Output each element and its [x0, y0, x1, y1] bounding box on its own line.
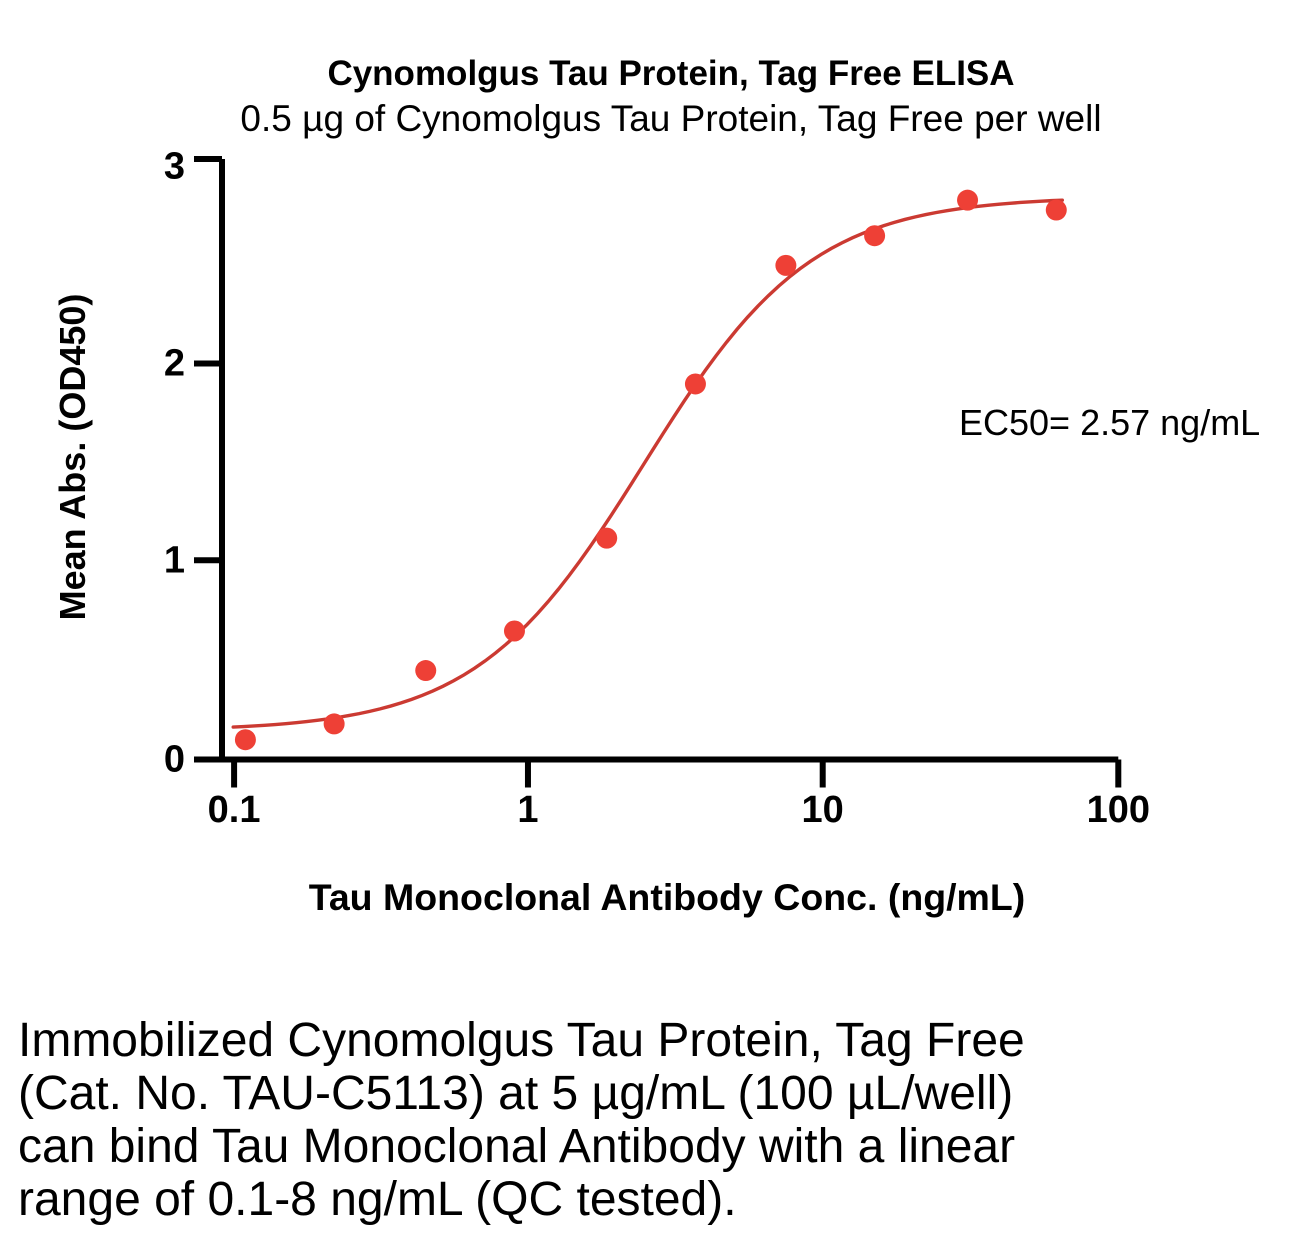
svg-text:1: 1 [164, 539, 185, 581]
svg-text:10: 10 [802, 789, 844, 831]
svg-text:2: 2 [164, 343, 185, 385]
svg-text:3: 3 [164, 146, 185, 188]
svg-text:100: 100 [1087, 789, 1150, 831]
svg-text:1: 1 [517, 789, 538, 831]
svg-text:0: 0 [164, 739, 185, 781]
svg-text:0.1: 0.1 [208, 789, 261, 831]
